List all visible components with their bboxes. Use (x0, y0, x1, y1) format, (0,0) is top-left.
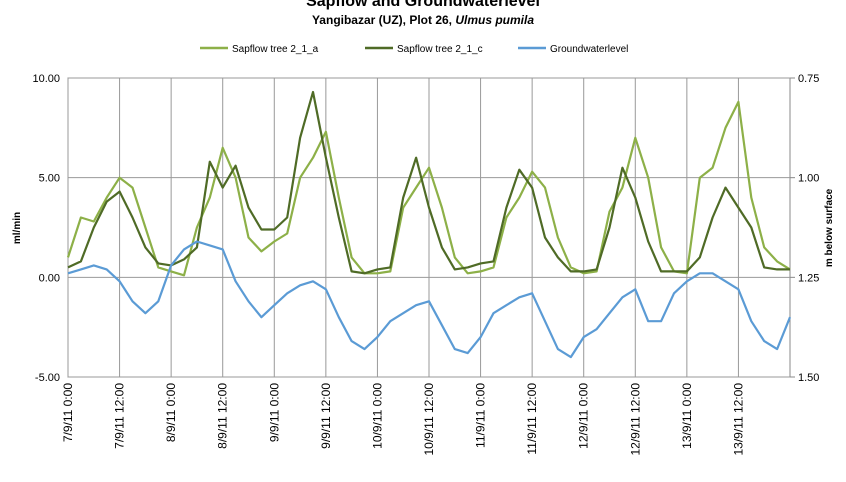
subtitle-species: Ulmus pumila (455, 13, 534, 27)
y2-tick-label: 1.00 (798, 173, 819, 185)
x-tick-label: 12/9/11 12:00 (628, 383, 642, 456)
legend-label: Sapflow tree 2_1_c (397, 44, 483, 55)
x-tick-label: 9/9/11 12:00 (319, 383, 333, 449)
x-tick-label: 9/9/11 0:00 (267, 383, 281, 442)
x-tick-label: 11/9/11 12:00 (525, 383, 539, 455)
x-tick-label: 10/9/11 12:00 (422, 383, 436, 456)
series-line (66, 100, 791, 277)
y2-tick-label: 1.25 (798, 272, 819, 284)
series-line (67, 90, 790, 275)
y-tick-label: -5.00 (35, 372, 60, 384)
x-tick-label: 8/9/11 0:00 (164, 383, 178, 442)
x-tick-label: 7/9/11 0:00 (61, 383, 75, 442)
y-tick-label: 5.00 (39, 173, 60, 185)
x-tick-label: 12/9/11 0:00 (577, 383, 591, 449)
chart-title: Sapflow and Groundwaterlevel (306, 0, 540, 10)
y2-tick-label: 1.50 (798, 372, 819, 384)
x-tick-label: 13/9/11 12:00 (731, 383, 745, 456)
subtitle-text: Yangibazar (UZ), Plot 26, (312, 13, 455, 27)
chart-subtitle: Yangibazar (UZ), Plot 26, Ulmus pumila (312, 13, 534, 27)
x-tick-label: 8/9/11 12:00 (216, 383, 230, 449)
y-tick-label: 10.00 (32, 73, 60, 85)
y-axis-label: ml/min (12, 212, 23, 244)
y2-axis-label: m below surface (824, 188, 835, 267)
x-tick-label: 10/9/11 0:00 (370, 383, 384, 449)
y-tick-label: 0.00 (39, 272, 60, 284)
x-tick-label: 13/9/11 0:00 (680, 383, 694, 449)
legend-label: Groundwaterlevel (550, 44, 628, 55)
legend-label: Sapflow tree 2_1_a (232, 44, 319, 55)
y2-tick-label: 0.75 (798, 73, 819, 85)
x-tick-label: 7/9/11 12:00 (113, 383, 127, 449)
x-tick-label: 11/9/11 0:00 (474, 383, 488, 448)
series-line (67, 240, 792, 359)
